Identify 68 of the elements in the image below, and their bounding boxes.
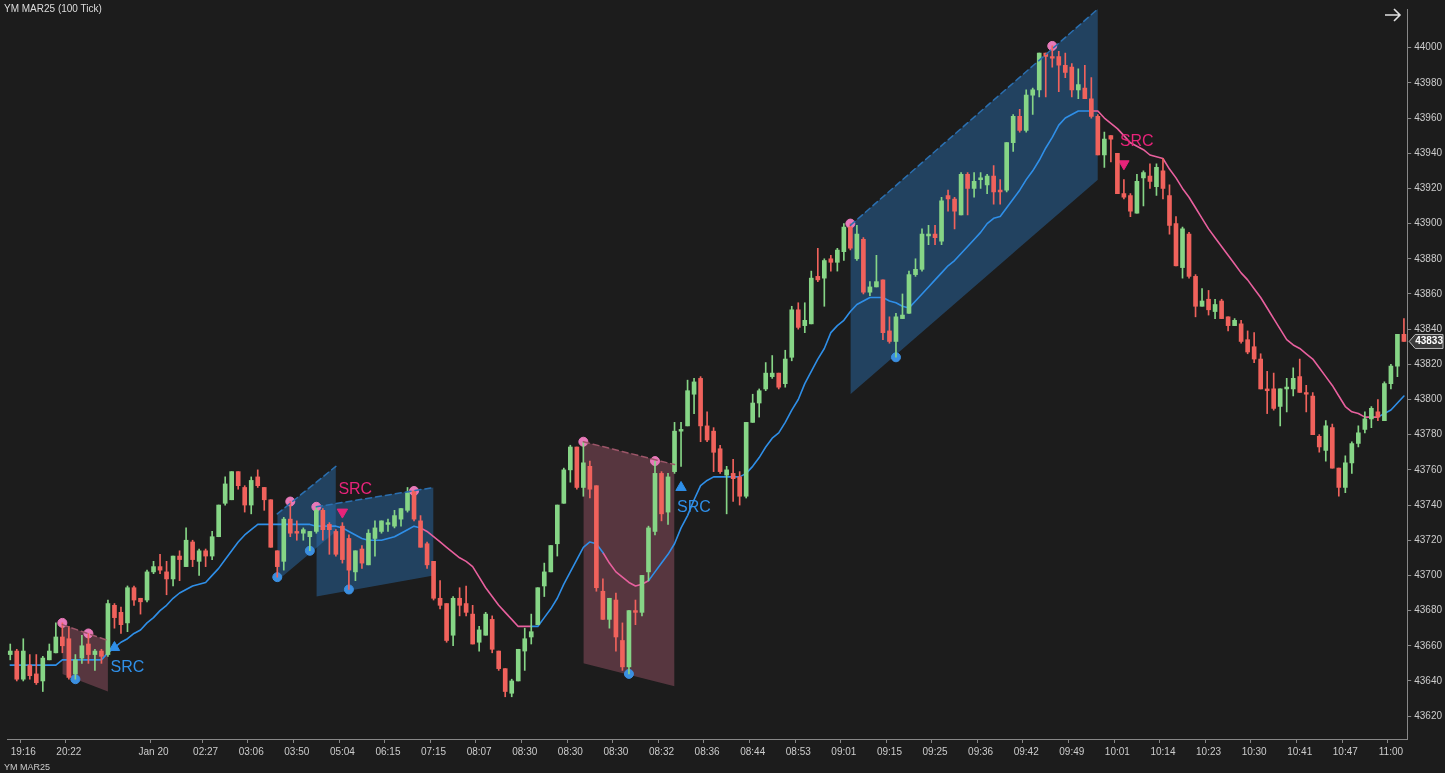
x-tick-label: 08:36 bbox=[694, 745, 721, 757]
point bbox=[336, 508, 349, 519]
data-label: SRC bbox=[110, 657, 145, 675]
x-tick-label: 11:00 bbox=[1378, 745, 1404, 757]
y-tick-label: 43980 bbox=[1414, 76, 1443, 88]
chart-title: YM MAR25 (100 Tick) bbox=[4, 3, 102, 14]
x-tick-label: 07:15 bbox=[421, 745, 447, 757]
y-tick-label: 43820 bbox=[1414, 358, 1443, 370]
point bbox=[675, 480, 687, 491]
x-tick-label: 09:36 bbox=[968, 745, 994, 757]
x-tick-label: 03:06 bbox=[238, 745, 265, 757]
x-tick-label: 05:04 bbox=[329, 745, 356, 757]
y-tick-label: 43800 bbox=[1414, 393, 1443, 405]
candlestick bbox=[1303, 385, 1309, 413]
y-tick-label: 43960 bbox=[1414, 111, 1443, 123]
x-tick-label: 08:30 bbox=[557, 745, 584, 757]
x-tick-label: 03:50 bbox=[284, 745, 310, 757]
candlestick bbox=[1075, 68, 1081, 100]
candlestick bbox=[528, 613, 534, 645]
y-tick-label: 43860 bbox=[1414, 287, 1443, 299]
x-tick-label: 10:01 bbox=[1104, 745, 1131, 757]
x-tick-label: 09:25 bbox=[922, 745, 948, 757]
x-tick-label: 06:15 bbox=[375, 745, 401, 757]
candlestick bbox=[1121, 179, 1127, 200]
x-tick-label: 10:41 bbox=[1287, 745, 1313, 757]
x-tick-label: 08:30 bbox=[603, 745, 629, 757]
x-tick-label: 10:47 bbox=[1332, 745, 1359, 757]
x-tick-label: 20:22 bbox=[56, 745, 82, 757]
y-tick-label: 43620 bbox=[1414, 709, 1443, 721]
x-tick-label: 09:15 bbox=[876, 745, 903, 757]
x-tick-label: 09:49 bbox=[1059, 745, 1085, 757]
y-tick-label: 43940 bbox=[1414, 146, 1443, 158]
y-tick-label: 43840 bbox=[1414, 322, 1443, 334]
point bbox=[1118, 160, 1130, 171]
candlestick bbox=[802, 302, 808, 333]
x-tick-label: 08:07 bbox=[466, 745, 493, 757]
y-tick-label: 43720 bbox=[1414, 533, 1443, 545]
data-label: SRC bbox=[338, 480, 373, 498]
x-tick-label: 08:44 bbox=[740, 745, 766, 757]
y-tick-label: 43740 bbox=[1414, 498, 1443, 510]
point bbox=[70, 674, 81, 685]
y-tick-label: 43640 bbox=[1414, 674, 1443, 686]
y-tick-label: 43780 bbox=[1414, 428, 1443, 440]
x-tick-label: 02:27 bbox=[193, 745, 219, 757]
candlestick bbox=[815, 247, 821, 282]
x-tick-label: 10:14 bbox=[1150, 745, 1176, 757]
y-tick-label: 44000 bbox=[1414, 41, 1443, 53]
y-tick-label: 43700 bbox=[1414, 569, 1443, 581]
y-tick-label: 43680 bbox=[1414, 604, 1443, 616]
y-tick-label: 43880 bbox=[1414, 252, 1443, 264]
x-tick-label: 09:01 bbox=[831, 745, 857, 757]
x-tick-label: 09:42 bbox=[1013, 745, 1040, 757]
x-tick-label: 08:53 bbox=[785, 745, 812, 757]
text: YM MAR25 bbox=[4, 761, 51, 772]
x-tick-label: 19:16 bbox=[10, 745, 37, 757]
y-tick-label: 43660 bbox=[1414, 639, 1443, 651]
x-tick-label: 10:23 bbox=[1196, 745, 1222, 757]
candlestick bbox=[385, 518, 391, 532]
x-tick-label: Jan 20 bbox=[138, 745, 169, 757]
y-tick-label: 43920 bbox=[1414, 182, 1443, 194]
candlestick bbox=[769, 355, 775, 379]
y-tick-label: 43760 bbox=[1414, 463, 1443, 475]
y-tick-label: 43900 bbox=[1414, 217, 1443, 229]
text: 43833 bbox=[1415, 335, 1444, 347]
x-tick-label: 08:32 bbox=[648, 745, 675, 757]
x-tick-label: 10:30 bbox=[1241, 745, 1268, 757]
x-tick-label: 08:30 bbox=[512, 745, 538, 757]
candlestick bbox=[1284, 378, 1290, 413]
